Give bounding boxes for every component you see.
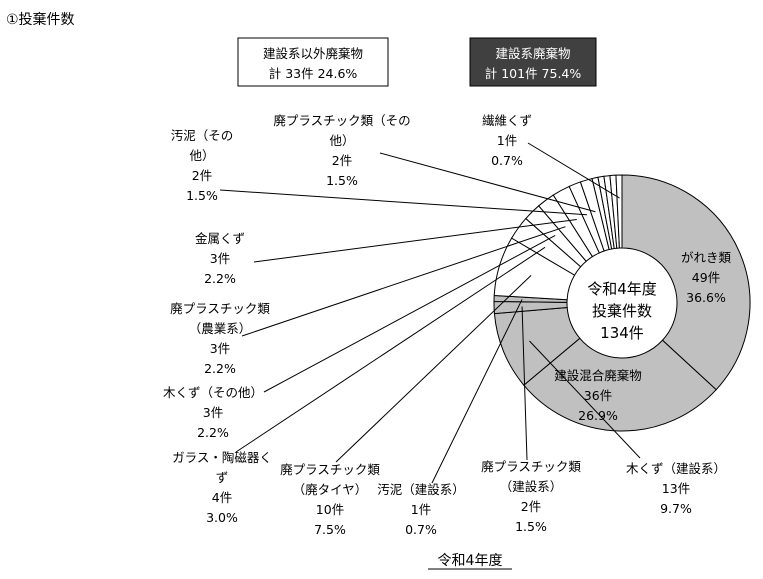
label-moku_ken-line-2: 9.7% [660,501,692,516]
group-box-non-construction: 建設系以外廃棄物 計 33件 24.6% [237,37,389,87]
label-moku_ken-line-1: 13件 [662,481,690,496]
label-pla_nou-line-2: 3件 [210,341,230,356]
label-gareki-line-2: 36.6% [686,290,726,305]
leader-line-10 [219,189,587,216]
label-odei_other-line-0: 汚泥（その [171,128,234,143]
leader-line-16 [527,142,620,199]
label-glass-line-0: ガラス・陶磁器く [172,450,272,465]
label-pla_ken-line-2: 2件 [521,499,541,514]
label-odei_ken-line-0: 汚泥（建設系） [377,482,465,497]
label-pla_tire-line-2: 10件 [316,502,344,517]
label-pla_nou-line-3: 2.2% [204,361,236,376]
label-pla_ken-line-0: 廃プラスチック類 [481,459,581,474]
leader-line-6 [235,246,546,453]
label-moku_other-line-2: 2.2% [197,425,229,440]
label-pla_tire-line-0: 廃プラスチック類 [280,462,380,477]
label-seni-line-2: 0.7% [491,153,523,168]
leader-line-8 [241,226,566,337]
leader-line-4 [431,299,523,484]
label-pla_nou-line-0: 廃プラスチック類 [170,301,270,316]
leader-line-5 [335,274,532,463]
label-kongo-line-2: 26.9% [578,408,618,423]
group-box-construction: 建設系廃棄物 計 101件 75.4% [469,37,597,87]
leader-line-9 [253,218,577,263]
label-odei_ken-line-1: 1件 [411,502,431,517]
leader-line-3 [521,306,528,461]
label-pla_other-line-2: 2件 [332,153,352,168]
label-glass-line-2: 4件 [212,490,232,505]
slice-0 [621,174,751,391]
group-non-construction-title: 建設系以外廃棄物 [263,46,363,61]
label-pla_ken-line-3: 1.5% [515,519,547,534]
label-odei_other-line-1: 他） [189,148,214,163]
label-odei_other-line-2: 2件 [192,168,212,183]
label-pla_tire-line-1: （廃タイヤ） [293,482,368,497]
page-heading: ①投棄件数 [6,12,75,28]
group-construction-summary: 計 101件 75.4% [485,66,582,81]
label-kinzoku-line-1: 3件 [210,251,230,266]
center-line-1: 令和4年度 [587,280,657,298]
label-pla_other-line-3: 1.5% [326,173,358,188]
slice-1 [523,337,717,432]
label-moku_ken-line-0: 木くず（建設系） [626,461,726,476]
label-kinzoku-line-2: 2.2% [204,271,236,286]
label-gareki-line-0: がれき類 [681,250,732,265]
label-moku_other-line-1: 3件 [203,405,223,420]
label-pla_ken-line-1: （建設系） [500,479,563,494]
label-kongo-line-1: 36件 [584,388,612,403]
group-construction-title: 建設系廃棄物 [495,46,570,61]
leader-line-2 [529,340,641,459]
slice-16 [615,174,623,249]
leader-line-11 [379,152,596,213]
label-pla_nou-line-1: （農業系） [189,321,252,336]
center-line-3: 134件 [600,324,644,342]
leader-line-7 [263,234,556,393]
label-gareki-line-1: 49件 [692,270,720,285]
label-pla_other-line-1: 他） [329,133,354,148]
label-glass-line-1: ず [216,470,229,485]
label-kinzoku-line-0: 金属くず [195,231,245,246]
label-pla_other-line-0: 廃プラスチック類（その [273,113,410,128]
label-odei_other-line-3: 1.5% [186,188,218,203]
label-odei_ken-line-2: 0.7% [405,522,437,537]
label-seni-line-0: 繊維くず [482,113,532,128]
footer-label: 令和4年度 [438,553,503,569]
label-moku_other-line-0: 木くず（その他） [163,385,263,400]
label-glass-line-3: 3.0% [206,510,238,525]
label-kongo-line-0: 建設混合廃棄物 [554,368,642,383]
label-pla_tire-line-3: 7.5% [314,522,346,537]
label-seni-line-1: 1件 [497,133,517,148]
center-line-2: 投棄件数 [592,302,652,320]
group-non-construction-summary: 計 33件 24.6% [269,66,358,81]
